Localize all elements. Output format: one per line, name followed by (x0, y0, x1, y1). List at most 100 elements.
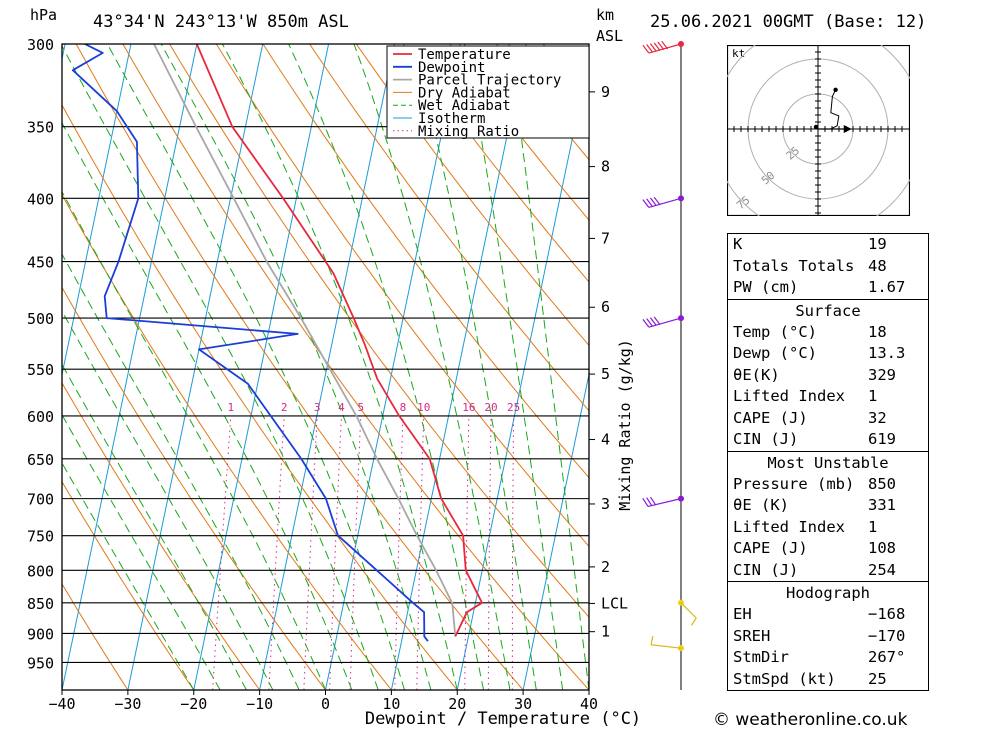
parcel-trajectory-line (153, 44, 457, 637)
dry-adiabat-line (62, 480, 195, 690)
km-tick-label: 8 (601, 158, 610, 176)
wind-barb-feather (661, 40, 669, 50)
wet-adiabat-line (62, 363, 247, 690)
pressure-label: 650 (27, 451, 54, 469)
x-tick-label: 20 (448, 695, 466, 713)
hodograph-stat-row: SREH −170 (728, 626, 928, 648)
mixing-ratio-label: 16 (462, 401, 475, 414)
wind-barb-shaft (648, 197, 682, 208)
most-unstable-row: Lifted Index 1 (728, 517, 928, 539)
pressure-label: 450 (27, 254, 54, 272)
hodograph-stat-value: 267° (868, 648, 906, 666)
index-row: Totals Totals 48 (728, 256, 928, 278)
hodograph-stat-row: StmDir 267° (728, 647, 928, 669)
datetime-title: 25.06.2021 00GMT (Base: 12) (650, 12, 927, 32)
dry-adiabat-line (945, 26, 1000, 690)
km-tick-label: 2 (601, 558, 610, 576)
wet-adiabat-line (160, 44, 432, 690)
dry-adiabat-line (75, 44, 524, 690)
mixing-ratio-label: 8 (400, 401, 407, 414)
surface-row: Temp (°C) 18 (728, 322, 928, 344)
wind-barb-feather (646, 497, 653, 507)
hodograph-table-title: Hodograph (728, 581, 928, 604)
legend-label: Temperature (418, 47, 511, 63)
wind-barb-feather (646, 318, 654, 327)
legend-label: Mixing Ratio (418, 124, 519, 140)
wet-adiabat-line (221, 44, 458, 690)
hodograph-end-dot (833, 87, 838, 93)
most-unstable-row: θE (K) 331 (728, 495, 928, 517)
wet-adiabat-line (353, 44, 511, 690)
index-label: PW (cm) (733, 278, 799, 296)
wind-barb-feather (690, 617, 697, 626)
pressure-label: 950 (27, 654, 54, 672)
surface-row: Lifted Index 1 (728, 386, 928, 408)
plot-frame (61, 43, 590, 691)
most-unstable-label: CAPE (J) (733, 539, 808, 557)
mixing-ratio-axis-title: Mixing Ratio (g/kg) (616, 339, 634, 511)
wet-adiabat-line (106, 44, 406, 690)
index-value: 1.67 (868, 278, 906, 296)
surface-row: θE(K) 329 (728, 365, 928, 387)
hodograph-stat-value: −168 (868, 605, 906, 623)
surface-label: Temp (°C) (733, 322, 817, 341)
wind-barb-feather (642, 199, 650, 208)
dry-adiabat-line (449, 44, 589, 221)
x-tick-label: 0 (321, 695, 330, 713)
km-tick-label: 9 (601, 83, 610, 101)
wind-barb-feather (642, 319, 650, 328)
x-tick-label: −40 (48, 695, 75, 713)
hodograph-stat-label: EH (733, 605, 752, 623)
hodograph-start-dot (813, 124, 819, 130)
dry-adiabat-line (355, 44, 589, 347)
surface-row: CAPE (J) 32 (728, 408, 928, 430)
credit-text: © weatheronline.co.uk (713, 710, 908, 730)
pressure-label: 700 (27, 491, 54, 509)
dry-adiabat-line (308, 44, 589, 412)
x-tick-label: −30 (114, 695, 141, 713)
hodograph-stat-label: StmSpd (kt) (733, 669, 836, 688)
surface-value: 13.3 (868, 344, 906, 362)
most-unstable-row: CAPE (J) 108 (728, 538, 928, 560)
index-row: K 19 (728, 234, 928, 256)
index-label: Totals Totals (733, 256, 855, 275)
isotherm-line (259, 44, 395, 690)
wind-barb-shaft (648, 43, 682, 54)
index-row: PW (cm) 1.67 (728, 277, 928, 299)
wind-barb-feather (649, 317, 657, 326)
isotherm-line (390, 44, 527, 690)
pressure-label: 600 (27, 408, 54, 426)
dry-adiabat-line (991, 26, 1000, 690)
wind-barb-feather (646, 44, 654, 53)
dewpoint-line (71, 44, 429, 642)
mixing-ratio-line (268, 415, 285, 690)
surface-row: Dewp (°C) 13.3 (728, 343, 928, 365)
km-tick-label: 6 (601, 298, 610, 316)
wind-barbs (642, 40, 697, 690)
mixing-ratio-line (303, 415, 318, 690)
surface-label: Dewp (°C) (733, 344, 817, 362)
x-tick-label: −20 (180, 695, 207, 713)
index-value: 19 (868, 235, 887, 253)
wind-barb-feather (650, 635, 654, 645)
x-tick-label: −10 (246, 695, 273, 713)
mixing-ratio-label: 3 (314, 401, 321, 414)
pressure-label: 750 (27, 528, 54, 546)
legend-label: Dewpoint (418, 60, 485, 76)
hodograph-unit-label: kt (732, 47, 745, 60)
legend-label: Wet Adiabat (418, 98, 511, 114)
mixing-ratio-label: 25 (507, 401, 520, 414)
mixing-ratio-label: 4 (338, 401, 345, 414)
asl-label: ASL (596, 27, 624, 45)
location-title: 43°34'N 243°13'W 850m ASL (93, 12, 349, 32)
surface-value: 32 (868, 408, 887, 427)
mixing-ratio-label: 1 (228, 401, 235, 414)
surface-value: 329 (868, 365, 896, 384)
pressure-label: 900 (27, 625, 54, 643)
most-unstable-value: 1 (868, 517, 878, 536)
surface-value: 18 (868, 322, 887, 341)
wind-barb-shaft (648, 317, 682, 328)
